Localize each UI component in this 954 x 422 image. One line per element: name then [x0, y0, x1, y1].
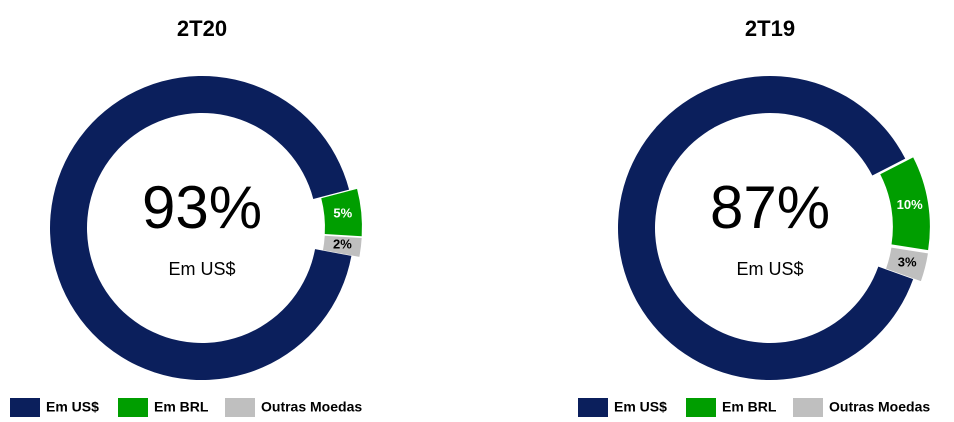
slice-label: 3%	[898, 254, 917, 269]
legend-swatch	[686, 398, 716, 417]
legend-label: Em BRL	[722, 399, 777, 415]
donut-slice	[322, 235, 362, 257]
legend-label: Em BRL	[154, 399, 209, 415]
chart-title: 2T20	[177, 16, 227, 41]
legend-swatch	[225, 398, 255, 417]
donut-slice	[880, 157, 930, 251]
donut-slice	[321, 188, 362, 237]
legend-swatch	[793, 398, 823, 417]
legend-swatch	[118, 398, 148, 417]
legend-swatch	[10, 398, 40, 417]
chart-title: 2T19	[745, 16, 795, 41]
slice-label: 2%	[333, 237, 352, 252]
center-value-label: 93%	[142, 174, 262, 241]
center-category-label: Em US$	[168, 259, 235, 279]
legend-label: Outras Moedas	[261, 399, 362, 415]
legend-swatch	[578, 398, 608, 417]
slice-label: 5%	[333, 206, 352, 221]
legend-label: Outras Moedas	[829, 399, 930, 415]
center-value-label: 87%	[710, 174, 830, 241]
slice-label: 10%	[897, 197, 923, 212]
center-category-label: Em US$	[736, 259, 803, 279]
legend-label: Em US$	[46, 399, 99, 415]
donut-slice	[886, 247, 928, 282]
legend-label: Em US$	[614, 399, 667, 415]
